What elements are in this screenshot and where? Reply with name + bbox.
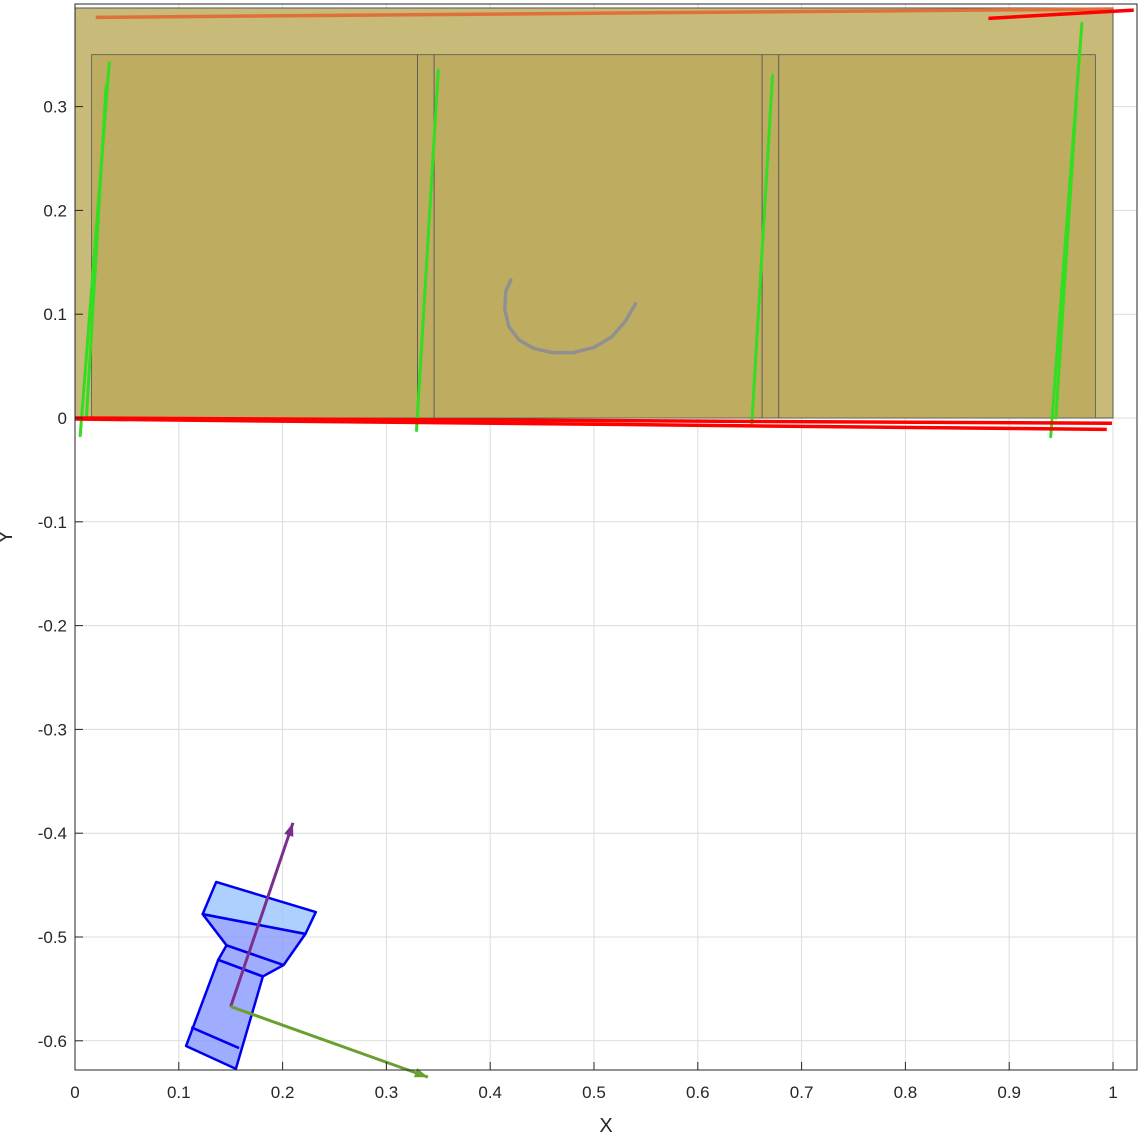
orange-line bbox=[95, 7, 1114, 20]
x-tick-label: 0.9 bbox=[997, 1083, 1021, 1102]
green-line bbox=[750, 73, 775, 426]
arrow-head bbox=[284, 822, 294, 837]
y-tick-label: 0 bbox=[58, 409, 67, 428]
red-line bbox=[74, 417, 1107, 432]
green-line bbox=[84, 84, 108, 420]
x-tick-label: 0.3 bbox=[375, 1083, 399, 1102]
green-line bbox=[415, 68, 440, 432]
y-tick-label: 0.3 bbox=[43, 98, 67, 117]
camera-lens-front bbox=[201, 880, 318, 936]
y-axis: -0.6 -0.5 -0.4 -0.3 -0.2 -0.1 0 0.1 0.2 0.3 bbox=[38, 98, 83, 1051]
x-tick-label: 0.5 bbox=[582, 1083, 606, 1102]
y-axis-label: Y bbox=[0, 530, 17, 543]
panel-section bbox=[778, 54, 1096, 419]
x-axis-label: X bbox=[599, 1115, 612, 1135]
plot-content bbox=[74, 7, 1134, 1079]
x-tick-label: 0.7 bbox=[790, 1083, 814, 1102]
y-tick-label: -0.6 bbox=[38, 1032, 67, 1051]
x-tick-label: 0.1 bbox=[167, 1083, 191, 1102]
x-tick-label: 0.4 bbox=[478, 1083, 502, 1102]
red-line bbox=[74, 416, 1112, 425]
x-tick-label: 1 bbox=[1108, 1083, 1117, 1102]
arrow-shaft bbox=[229, 822, 295, 1008]
axes-box bbox=[74, 3, 1138, 1071]
red-line bbox=[988, 8, 1134, 21]
x-tick-label: 0 bbox=[70, 1083, 79, 1102]
x-tick-label: 0.6 bbox=[686, 1083, 710, 1102]
y-tick-label: -0.2 bbox=[38, 617, 67, 636]
camera-body-band bbox=[190, 1026, 240, 1050]
y-tick-label: 0.1 bbox=[43, 305, 67, 324]
x-tick-label: 0.2 bbox=[271, 1083, 295, 1102]
y-tick-label: -0.4 bbox=[38, 824, 67, 843]
y-tick-label: -0.5 bbox=[38, 928, 67, 947]
panel-section bbox=[91, 54, 418, 419]
y-tick-label: -0.3 bbox=[38, 720, 67, 739]
green-line bbox=[1049, 22, 1084, 439]
panel-section bbox=[433, 54, 763, 419]
green-line bbox=[1054, 94, 1079, 420]
arrow-shaft bbox=[230, 1005, 429, 1079]
y-tick-label: -0.1 bbox=[38, 513, 67, 532]
x-axis: 0 0.1 0.2 0.3 0.4 0.5 0.6 0.7 0.8 0.9 1 bbox=[70, 1062, 1118, 1102]
gray-arc bbox=[502, 278, 638, 355]
y-tick-label: 0.2 bbox=[43, 201, 67, 220]
x-tick-label: 0.8 bbox=[894, 1083, 918, 1102]
